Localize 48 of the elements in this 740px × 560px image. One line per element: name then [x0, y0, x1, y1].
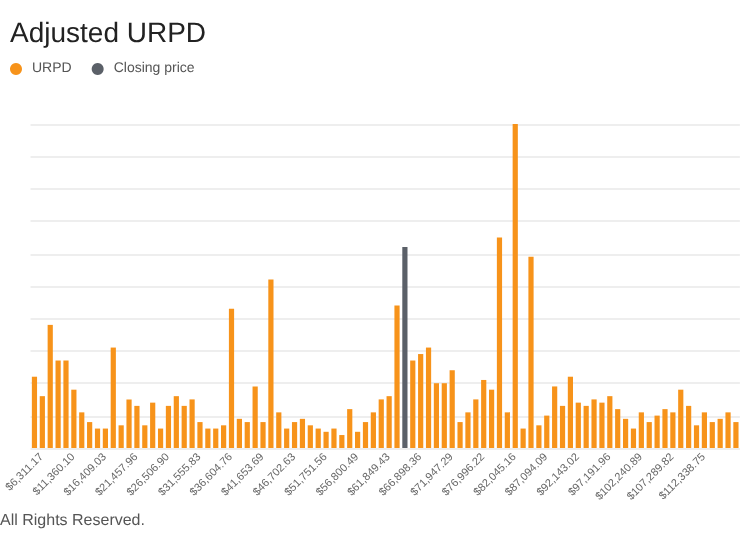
- bar: [173, 396, 179, 448]
- bar: [567, 376, 574, 448]
- bar: [213, 428, 219, 448]
- bar: [94, 428, 101, 448]
- bar: [654, 415, 660, 448]
- bar: [205, 428, 211, 448]
- text: All Rights Reserved.: [0, 511, 145, 529]
- bar: [725, 412, 731, 448]
- bar: [701, 412, 707, 448]
- bar: [299, 418, 306, 448]
- bar: [268, 279, 274, 448]
- bar: [599, 402, 605, 448]
- bar: [552, 386, 558, 448]
- bar: [31, 376, 38, 448]
- bar: [47, 324, 53, 448]
- bar: [126, 399, 132, 448]
- bar: [528, 256, 534, 448]
- bar: [512, 124, 518, 448]
- bar: [410, 360, 416, 448]
- bar: [150, 402, 156, 448]
- bar: [583, 405, 589, 448]
- bar: [449, 370, 455, 448]
- bar: [418, 354, 424, 448]
- bar: [425, 347, 432, 448]
- bar: [315, 428, 321, 448]
- bar: [394, 305, 400, 448]
- bar: [331, 428, 337, 448]
- bar: [678, 389, 684, 448]
- bar: [228, 308, 235, 448]
- bar: [189, 399, 195, 448]
- bar: [481, 379, 487, 448]
- bar: [291, 422, 298, 448]
- bar: [347, 409, 353, 448]
- bar: [662, 409, 668, 448]
- bar: [252, 386, 258, 448]
- bar: [591, 399, 597, 448]
- bar: [717, 418, 723, 448]
- bar: [496, 237, 503, 448]
- bar: [402, 247, 408, 448]
- bar: [63, 360, 69, 448]
- bar: [307, 425, 313, 448]
- bar: [323, 431, 329, 448]
- bar: [110, 347, 116, 448]
- bar: [378, 399, 384, 448]
- bar: [638, 412, 644, 448]
- chart-title: Adjusted URPD: [10, 16, 207, 48]
- bar: [134, 405, 140, 448]
- bar: [607, 396, 613, 448]
